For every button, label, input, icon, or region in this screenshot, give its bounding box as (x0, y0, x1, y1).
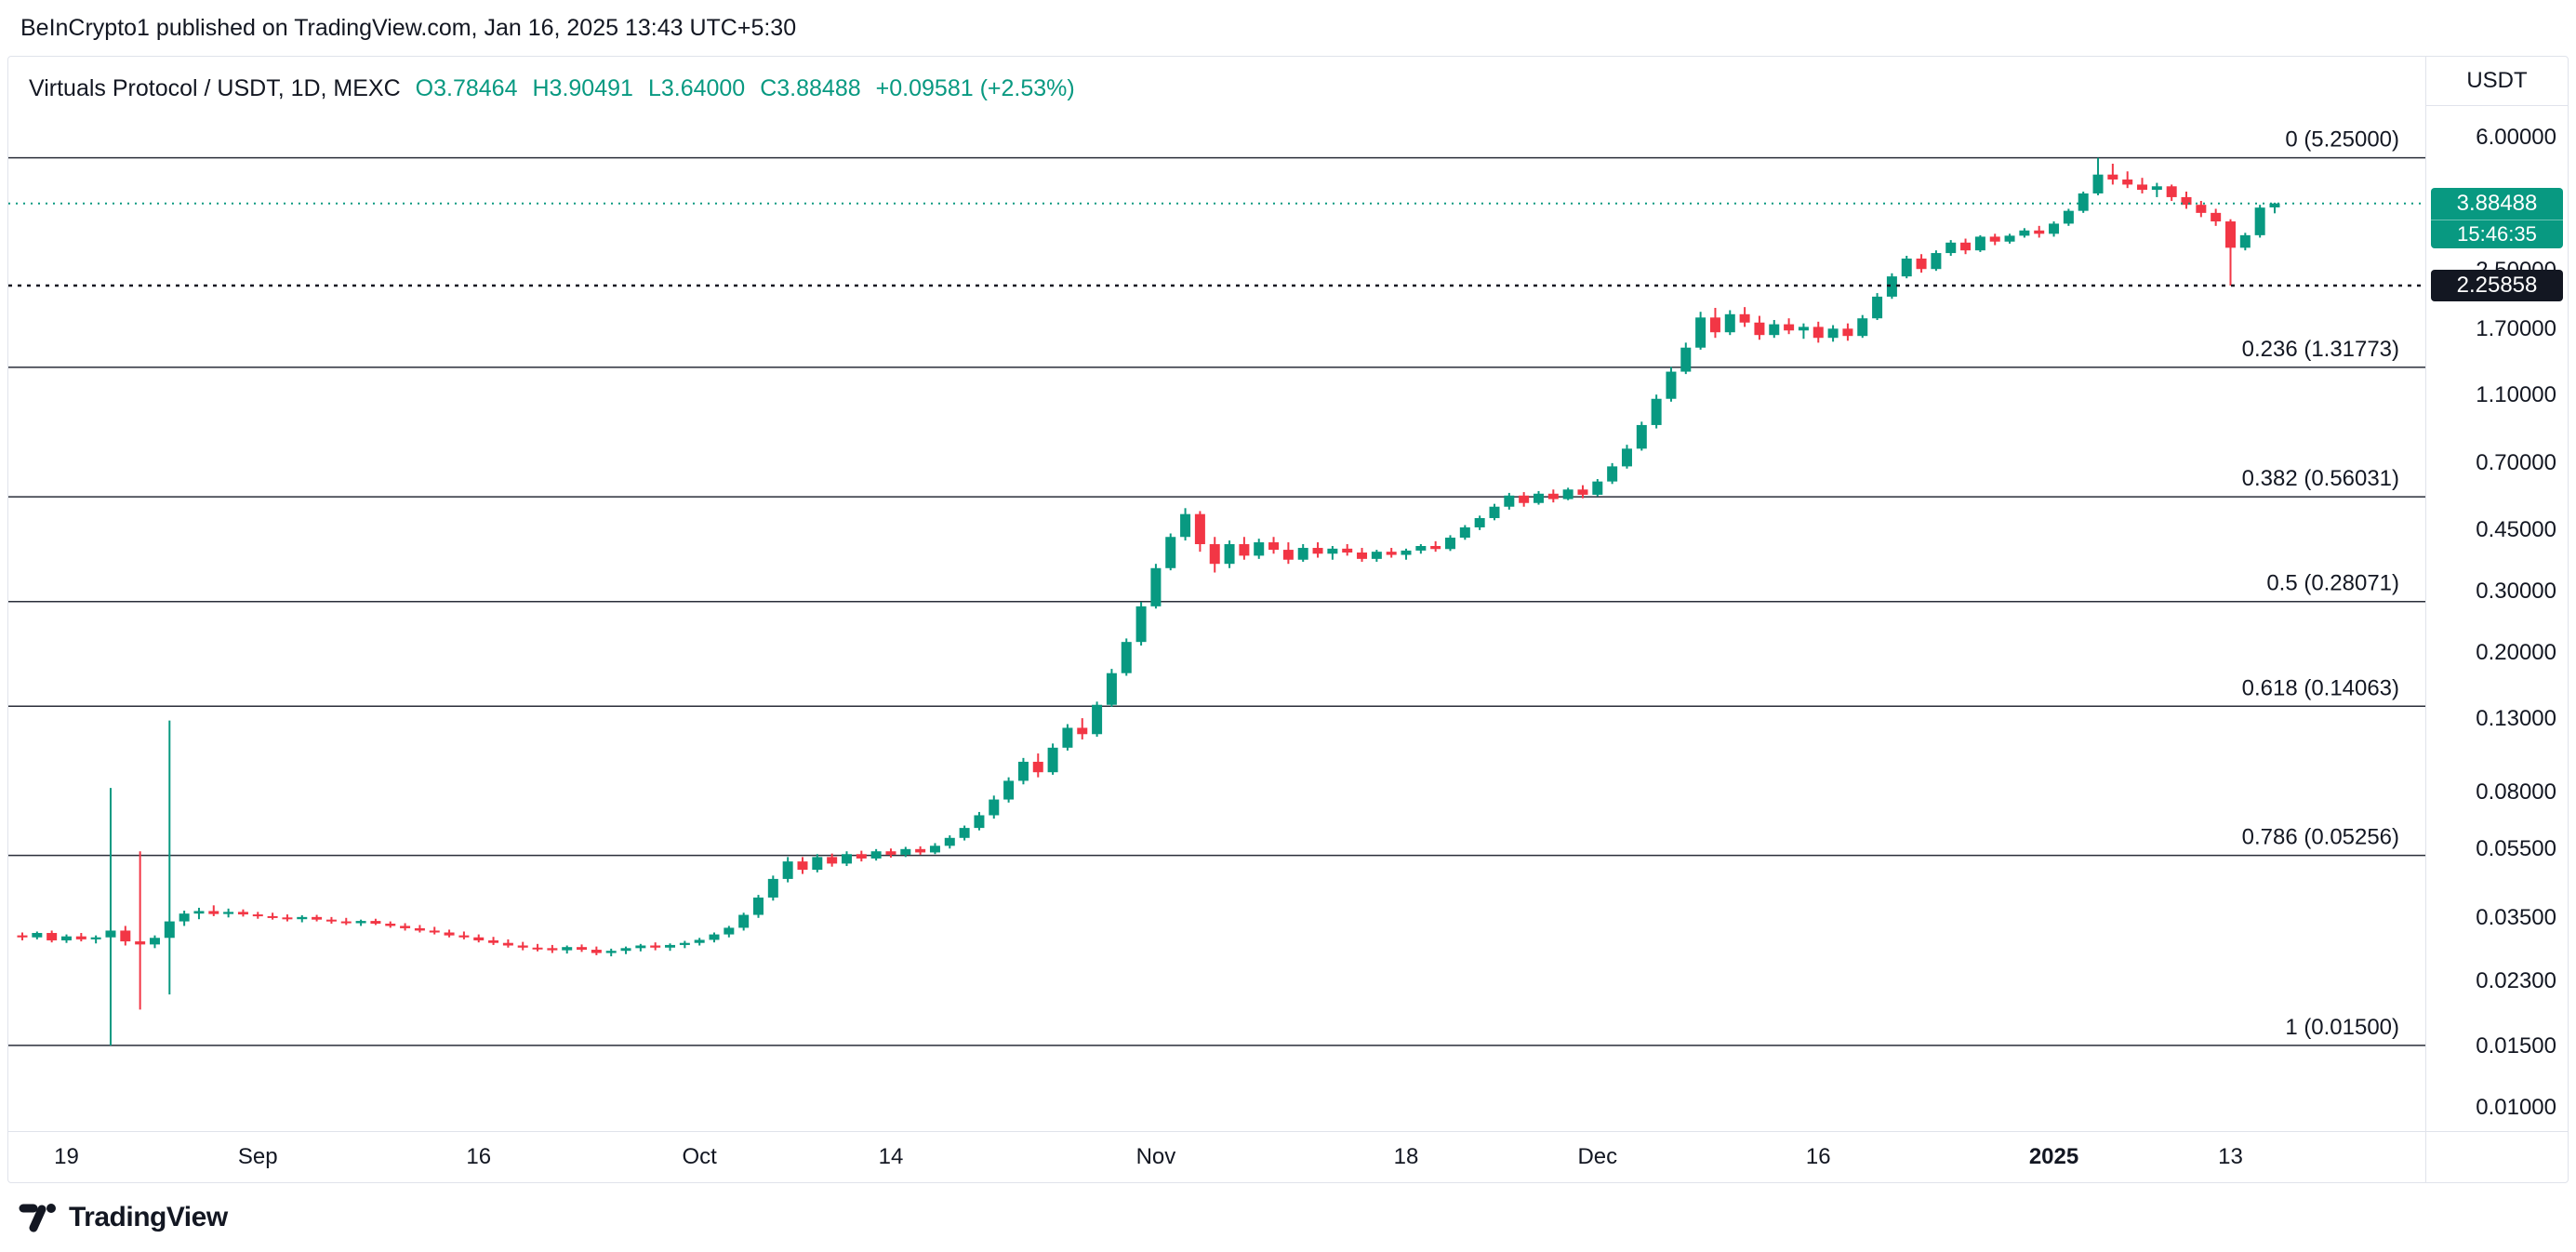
time-scale[interactable]: 19 Sep 16 Oct 14 Nov 18 Dec 16 2025 13 (8, 1132, 2425, 1182)
price-tick: 6.00000 (2476, 124, 2556, 150)
time-tick: 16 (1805, 1144, 1831, 1169)
last-price-value: 3.88488 (2456, 190, 2538, 216)
fib-level-label: 0.236 (1.31773) (2242, 337, 2399, 362)
bar-countdown: 15:46:35 (2431, 219, 2563, 248)
time-tick: 14 (878, 1144, 904, 1169)
time-tick: 18 (1393, 1144, 1419, 1169)
chart-pane[interactable]: 0 (5.25000) 0.236 (1.31773) 0.382 (0.56031… (8, 57, 2425, 1131)
price-scale[interactable]: USDT 3.88488 15:46:35 2.25858 6.000002.5… (2425, 57, 2568, 1131)
time-tick: 13 (2218, 1144, 2243, 1169)
price-tick: 0.03500 (2476, 904, 2556, 930)
level-price-badge: 2.25858 (2431, 270, 2563, 302)
price-tick: 0.70000 (2476, 450, 2556, 476)
time-tick: 2025 (2028, 1144, 2079, 1169)
legend-close: C3.88488 (760, 75, 861, 101)
time-tick: 16 (466, 1144, 492, 1169)
attribution-bar: BeInCrypto1 published on TradingView.com… (0, 0, 2576, 56)
price-tick: 0.30000 (2476, 579, 2556, 605)
symbol-title: Virtuals Protocol / USDT, 1D, MEXC (29, 75, 401, 101)
time-tick: Oct (682, 1144, 717, 1169)
tradingview-wordmark: TradingView (69, 1202, 228, 1232)
price-tick: 0.01500 (2476, 1032, 2556, 1059)
fib-level-label: 0.5 (0.28071) (2266, 571, 2399, 596)
currency-button[interactable]: USDT (2426, 57, 2568, 106)
price-tick: 0.01000 (2476, 1094, 2556, 1120)
fib-level-label: 0 (5.25000) (2285, 127, 2399, 153)
price-tick: 0.05500 (2476, 835, 2556, 861)
legend-low: L3.64000 (647, 75, 746, 101)
time-axis-row: 19 Sep 16 Oct 14 Nov 18 Dec 16 2025 13 (8, 1131, 2568, 1182)
candlestick-chart[interactable]: 0 (5.25000) 0.236 (1.31773) 0.382 (0.56031… (8, 57, 2425, 1131)
fib-level-label: 1 (0.01500) (2285, 1015, 2399, 1040)
time-scale-corner (2425, 1132, 2568, 1182)
price-tick: 0.45000 (2476, 517, 2556, 543)
price-tick: 0.08000 (2476, 779, 2556, 805)
price-tick: 1.70000 (2476, 315, 2556, 341)
time-tick: Dec (1577, 1144, 1618, 1169)
chart-row: 0 (5.25000) 0.236 (1.31773) 0.382 (0.56031… (8, 57, 2568, 1131)
chart-legend: Virtuals Protocol / USDT, 1D, MEXC O3.78… (29, 75, 1075, 102)
time-tick: Sep (237, 1144, 278, 1169)
fib-level-label: 0.618 (0.14063) (2242, 675, 2399, 700)
chart-widget: 0 (5.25000) 0.236 (1.31773) 0.382 (0.56031… (7, 56, 2569, 1183)
legend-open: O3.78464 (415, 75, 518, 101)
fib-level-label: 0.382 (0.56031) (2242, 466, 2399, 491)
tradingview-logo-icon (19, 1204, 56, 1232)
last-price-badge: 3.88488 15:46:35 (2431, 187, 2563, 248)
footer-bar: TradingView (0, 1183, 2576, 1252)
price-tick: 0.20000 (2476, 640, 2556, 666)
legend-high: H3.90491 (532, 75, 633, 101)
attribution-text: BeInCrypto1 published on TradingView.com… (20, 14, 797, 41)
price-tick: 0.02300 (2476, 968, 2556, 994)
price-tick: 0.13000 (2476, 705, 2556, 731)
tradingview-logo[interactable]: TradingView (19, 1202, 228, 1233)
time-tick: Nov (1135, 1144, 1176, 1169)
price-tick: 1.10000 (2476, 381, 2556, 407)
time-tick: 19 (54, 1144, 79, 1169)
legend-change: +0.09581 (+2.53%) (875, 75, 1075, 101)
fib-level-label: 0.786 (0.05256) (2242, 825, 2399, 850)
